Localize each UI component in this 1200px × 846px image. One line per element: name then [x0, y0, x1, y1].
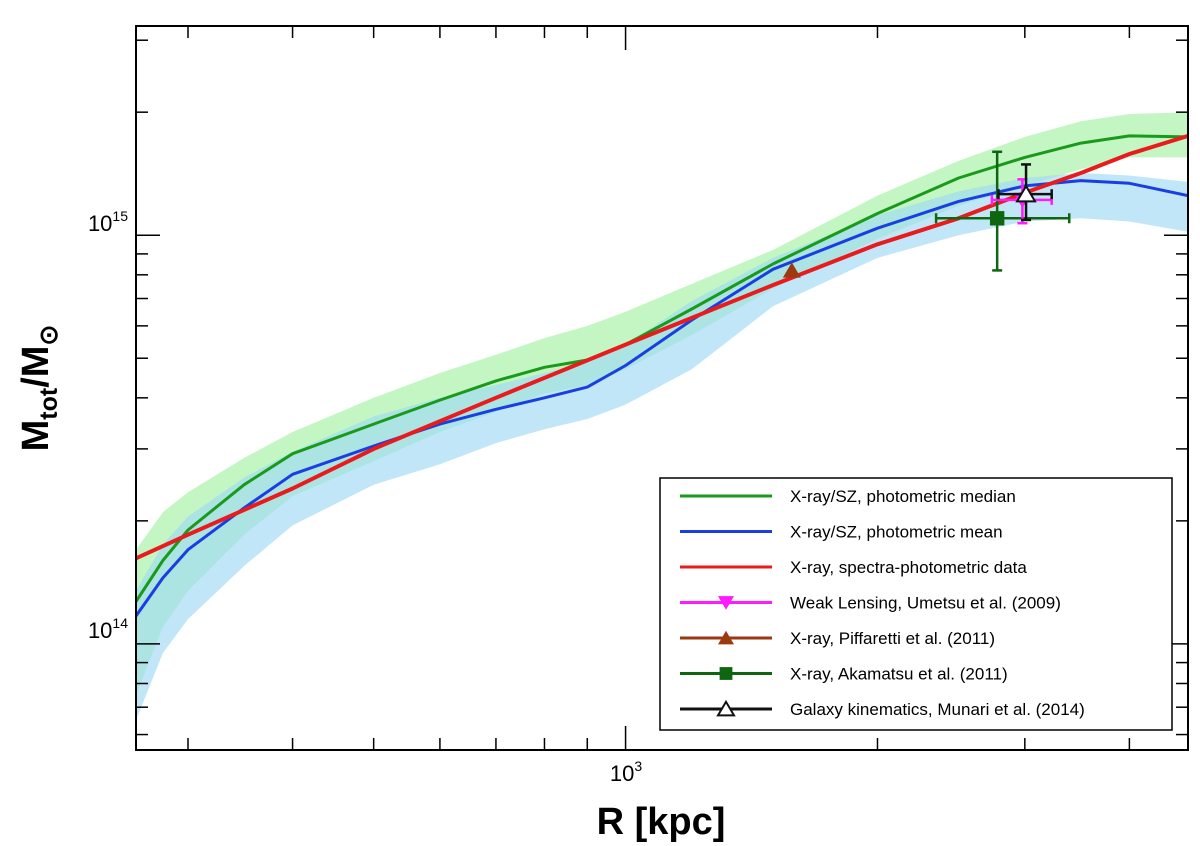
legend-marker-triangle-up: [718, 630, 734, 645]
series-line-x-ray-spectra-photometric-data: [136, 133, 1188, 561]
legend-entry-x-ray-sz-photometric-median: X-ray/SZ, photometric median: [680, 487, 1016, 506]
legend-entry-galaxy-kinematics-munari-et-al-2014: Galaxy kinematics, Munari et al. (2014): [680, 699, 1085, 719]
marker-square: [989, 211, 1005, 226]
mean-confidence-band: [136, 173, 1188, 721]
bands-layer: [136, 112, 1188, 721]
legend-marker-triangle-up-open: [716, 699, 736, 717]
legend-label: X-ray/SZ, photometric median: [790, 487, 1016, 506]
legend-label: Galaxy kinematics, Munari et al. (2014): [790, 700, 1085, 719]
legend-entry-weak-lensing-umetsu-et-al-2009: Weak Lensing, Umetsu et al. (2009): [680, 594, 1061, 613]
x-axis-title: R [kpc]: [597, 801, 726, 843]
legend-entry-x-ray-akamatsu-et-al-2011: X-ray, Akamatsu et al. (2011): [680, 665, 1008, 684]
point-x-ray-piffaretti-et-al-2011: [782, 262, 801, 278]
x-tick-label-1e3: 103: [610, 758, 642, 786]
plot-frame: [135, 25, 1189, 751]
legend: X-ray/SZ, photometric median X-ray/SZ, ph…: [659, 477, 1173, 731]
legend-entries: X-ray/SZ, photometric median X-ray/SZ, ph…: [680, 487, 1085, 719]
legend-label: X-ray, Piffaretti et al. (2011): [790, 629, 995, 648]
marker-triangle-up-open: [1015, 184, 1037, 203]
y-axis-title: Mtot/M⊙: [15, 325, 63, 452]
point-galaxy-kinematics-munari-et-al-2014: [997, 163, 1053, 222]
axis-ticks-layer: [136, 26, 1188, 750]
point-x-ray-akamatsu-et-al-2011: [934, 150, 1071, 272]
data-points-layer: [782, 150, 1071, 278]
legend-marker-triangle-down: [718, 596, 734, 610]
legend-label: X-ray, spectra-photometric data: [790, 558, 1027, 577]
point-weak-lensing-umetsu-et-al-2009: [990, 178, 1053, 225]
y-tick-label-1e15: 1015: [88, 208, 128, 236]
legend-label: X-ray/SZ, photometric mean: [790, 523, 1003, 542]
legend-label: X-ray, Akamatsu et al. (2011): [790, 665, 1008, 684]
legend-label: Weak Lensing, Umetsu et al. (2009): [790, 594, 1061, 613]
marker-triangle-up: [782, 262, 801, 278]
y-tick-label-1e14: 1014: [88, 615, 128, 643]
legend-marker-square: [719, 667, 733, 680]
legend-entry-x-ray-piffaretti-et-al-2011: X-ray, Piffaretti et al. (2011): [680, 629, 995, 648]
legend-entry-x-ray-spectra-photometric-data: X-ray, spectra-photometric data: [680, 558, 1027, 577]
legend-entry-x-ray-sz-photometric-mean: X-ray/SZ, photometric mean: [680, 523, 1003, 542]
